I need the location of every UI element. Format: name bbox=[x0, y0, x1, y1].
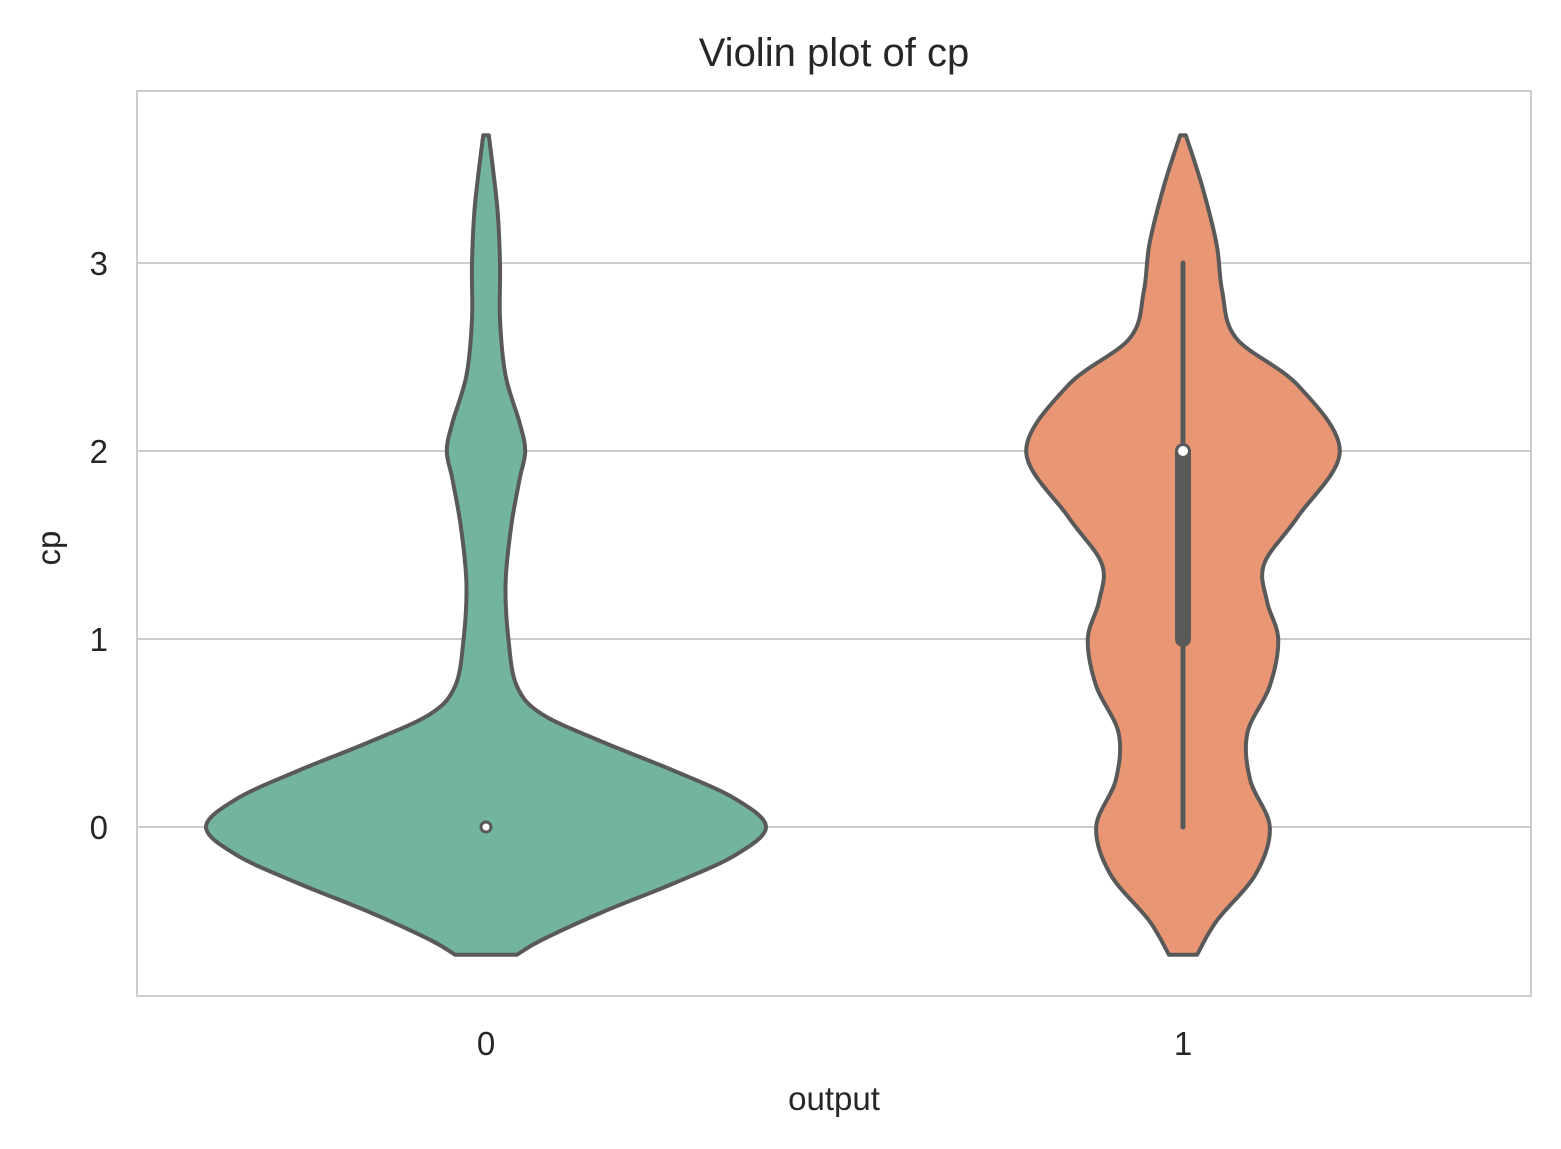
y-axis-label: cp bbox=[30, 531, 67, 566]
x-tick-label-1: 1 bbox=[1174, 1025, 1192, 1062]
violin-1 bbox=[1024, 133, 1342, 957]
grid-lines bbox=[137, 262, 1531, 828]
y-tick-label-2: 2 bbox=[90, 433, 108, 470]
y-tick-labels: 0 1 2 3 bbox=[90, 245, 108, 846]
y-tick-label-3: 3 bbox=[90, 245, 108, 282]
y-tick-label-0: 0 bbox=[90, 809, 108, 846]
y-tick-label-1: 1 bbox=[90, 621, 108, 658]
median-point-0 bbox=[479, 820, 493, 834]
violin-0 bbox=[204, 133, 768, 957]
violins bbox=[204, 133, 1342, 957]
x-tick-label-0: 0 bbox=[477, 1025, 495, 1062]
median-point-1 bbox=[1178, 446, 1188, 456]
x-axis-label: output bbox=[788, 1080, 880, 1117]
chart-title: Violin plot of cp bbox=[699, 31, 970, 75]
plot-frame bbox=[136, 90, 1532, 997]
violin-body-0 bbox=[204, 133, 768, 957]
